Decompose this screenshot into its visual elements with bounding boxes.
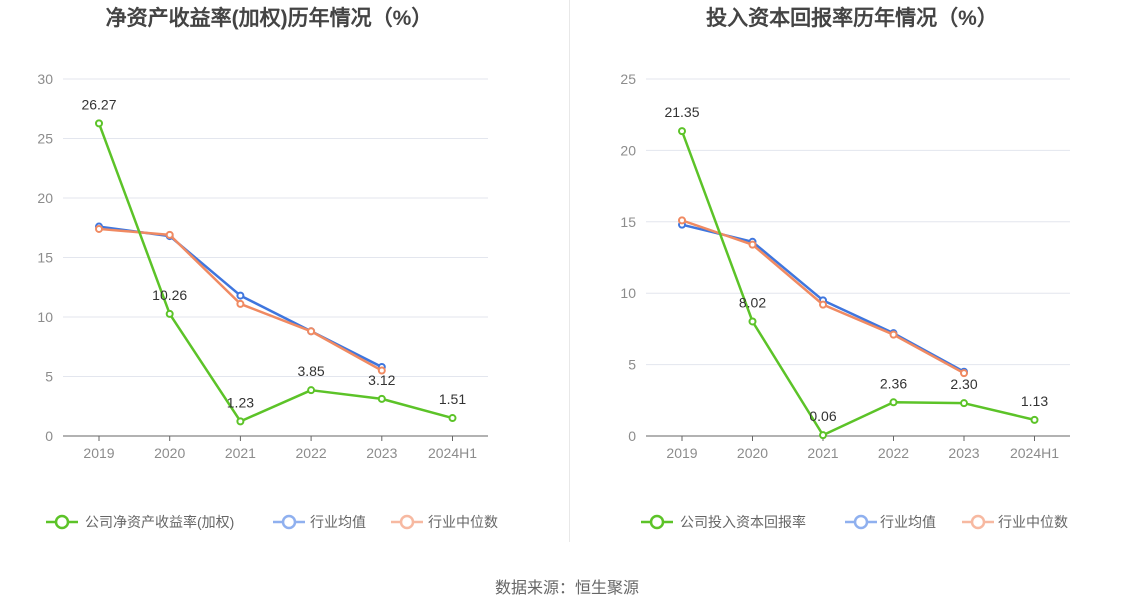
x-tick-label: 2022 (296, 445, 327, 461)
legend-marker (649, 514, 665, 530)
series-point (377, 366, 386, 375)
y-tick-label: 0 (45, 428, 53, 444)
legend-item-3: 行业中位数 (962, 514, 1068, 530)
data-label: 2.36 (880, 375, 907, 391)
series-point (236, 299, 245, 308)
legend-item-1: 公司投入资本回报率 (641, 514, 806, 530)
legend-label: 公司投入资本回报率 (680, 514, 806, 530)
y-tick-label: 10 (620, 285, 636, 301)
series-point (307, 386, 316, 395)
chart-title: 净资产收益率(加权)历年情况（%） (106, 6, 433, 30)
legend-label: 公司净资产收益率(加权) (85, 514, 234, 530)
series-point (1030, 415, 1039, 424)
series-point (165, 309, 174, 318)
x-tick-label: 2020 (154, 445, 185, 461)
y-tick-label: 10 (37, 309, 53, 325)
x-tick-label: 2023 (366, 445, 397, 461)
series-point (960, 399, 968, 408)
legend-marker (970, 514, 986, 530)
y-tick-label: 5 (628, 357, 636, 373)
chart-title: 投入资本回报率历年情况（%） (706, 6, 998, 30)
data-label: 26.27 (81, 96, 116, 112)
series-line-1 (97, 122, 453, 423)
series-point (889, 398, 898, 407)
legend-item-1: 公司净资产收益率(加权) (46, 514, 234, 530)
legend-label: 行业中位数 (428, 514, 498, 530)
series-point (960, 369, 968, 378)
legend-label: 行业中位数 (998, 514, 1068, 530)
legend-marker (54, 514, 70, 530)
legend-item-3: 行业中位数 (391, 514, 498, 530)
data-label: 1.23 (227, 394, 254, 410)
x-tick-label: 2020 (737, 445, 768, 461)
legend-marker (853, 514, 869, 530)
series-point (307, 327, 316, 336)
series-point (236, 417, 245, 426)
y-tick-label: 20 (620, 142, 636, 158)
data-label: 10.26 (152, 287, 187, 303)
x-tick-label: 2019 (83, 445, 114, 461)
series-point (889, 330, 898, 339)
y-tick-label: 20 (37, 190, 53, 206)
data-label: 3.12 (368, 372, 395, 388)
series-point (377, 394, 386, 403)
x-tick-label: 2024H1 (428, 445, 477, 461)
data-label: 2.30 (950, 376, 977, 392)
legend-marker (399, 514, 415, 530)
y-tick-label: 15 (620, 214, 636, 230)
series-point (236, 291, 245, 300)
x-tick-label: 2023 (948, 445, 979, 461)
data-label: 1.13 (1021, 393, 1048, 409)
legend-label: 行业均值 (310, 514, 366, 530)
data-label: 1.51 (439, 391, 466, 407)
data-source-text: 数据来源：恒生聚源 (494, 580, 639, 597)
legend-marker (281, 514, 297, 530)
y-tick-label: 25 (37, 131, 53, 147)
x-tick-label: 2024H1 (1010, 445, 1059, 461)
panel-divider (569, 0, 570, 542)
series-point (748, 240, 757, 249)
y-tick-label: 15 (37, 250, 53, 266)
series-point (748, 317, 757, 326)
chart-panel-1: 净资产收益率(加权)历年情况（%） 0 5 10 15 20 25 30 2019 2020 202… (37, 6, 498, 530)
series-point (95, 224, 103, 233)
series-line-1 (680, 130, 1035, 437)
series-point (95, 119, 103, 128)
chart-panel-2: 投入资本回报率历年情况（%） 0 5 10 15 20 25 2019 2020 2021 2022… (620, 6, 1070, 530)
x-tick-label: 2019 (666, 445, 697, 461)
series-point (448, 414, 457, 423)
series-line-3 (98, 227, 383, 372)
series-point (819, 431, 827, 440)
data-label: 21.35 (664, 104, 699, 120)
x-tick-label: 2021 (807, 445, 838, 461)
y-tick-label: 25 (620, 71, 636, 87)
series-point (165, 230, 174, 239)
legend-label: 行业均值 (880, 514, 936, 530)
x-tick-label: 2022 (878, 445, 909, 461)
data-label: 0.06 (809, 408, 836, 424)
data-label: 3.85 (297, 363, 324, 379)
y-tick-label: 5 (45, 369, 53, 385)
series-point (678, 127, 686, 136)
data-label: 8.02 (739, 294, 766, 310)
legend-item-2: 行业均值 (273, 514, 366, 530)
series-point (678, 216, 686, 225)
x-tick-label: 2021 (225, 445, 256, 461)
legend-item-2: 行业均值 (845, 514, 936, 530)
y-tick-label: 0 (628, 428, 636, 444)
series-point (819, 300, 827, 309)
y-tick-label: 30 (37, 71, 53, 87)
